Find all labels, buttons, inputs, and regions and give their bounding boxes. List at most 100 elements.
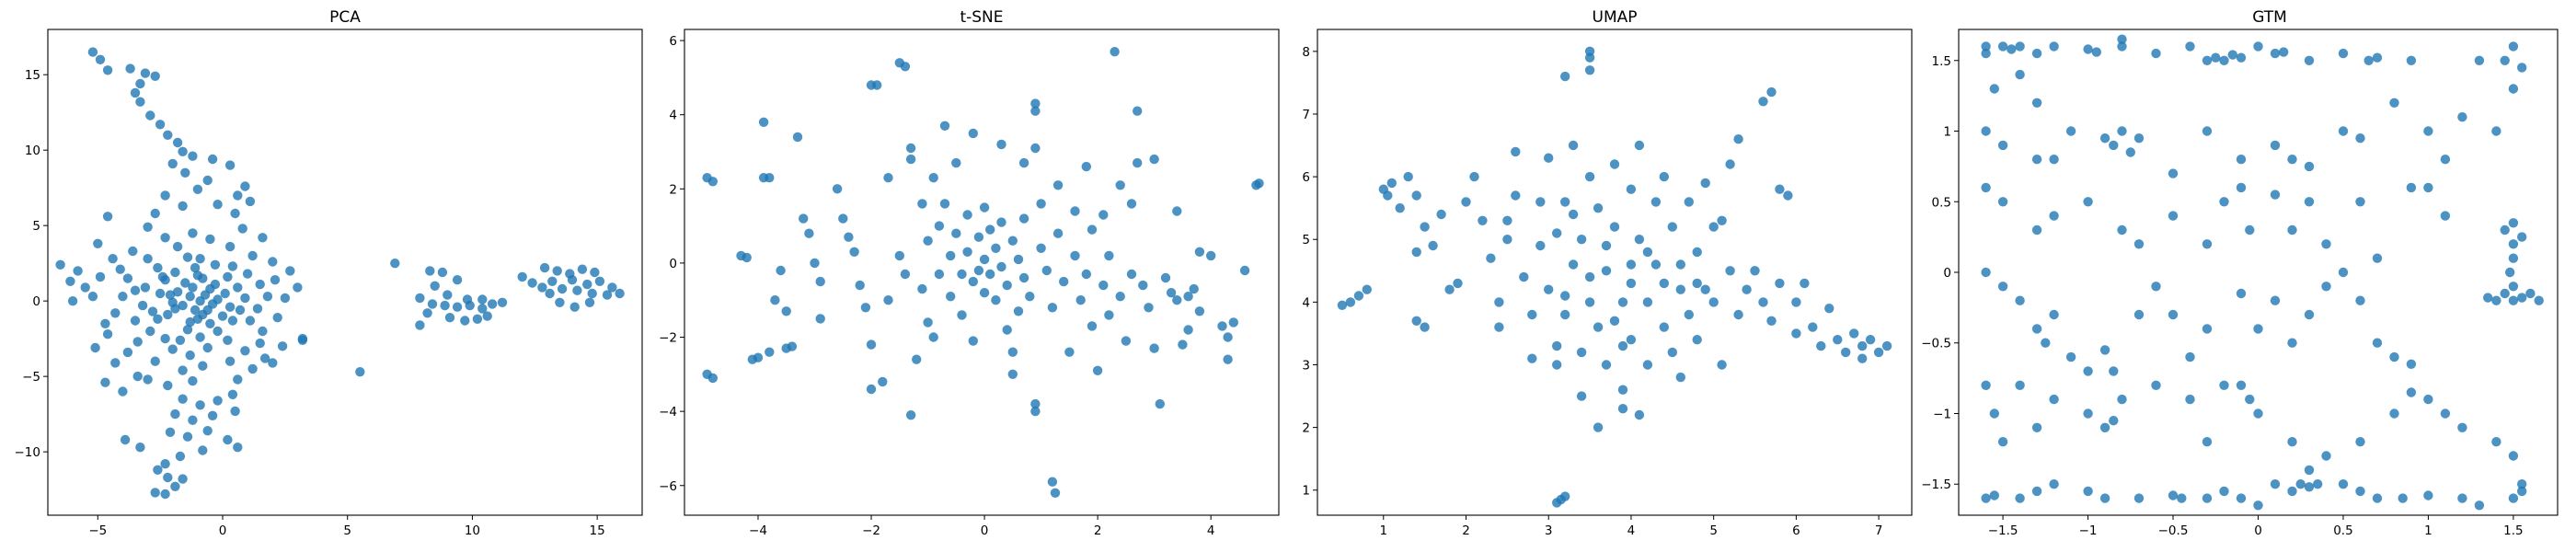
data-point: [584, 297, 595, 307]
data-point: [2304, 161, 2315, 172]
data-point: [2372, 52, 2383, 63]
data-point: [422, 308, 432, 318]
data-point: [1110, 47, 1120, 57]
data-point: [95, 271, 106, 282]
y-tick-label: −0.5: [1921, 337, 1951, 351]
data-point: [477, 294, 488, 305]
data-point: [1115, 180, 1125, 190]
data-point: [2253, 408, 2263, 419]
data-point: [770, 295, 780, 305]
data-point: [2219, 55, 2229, 65]
data-point: [1070, 206, 1080, 216]
data-point: [951, 157, 961, 168]
data-point: [452, 275, 463, 285]
y-tick-label: −1.5: [1921, 477, 1951, 492]
data-point: [165, 290, 176, 300]
data-point: [1428, 240, 1438, 251]
data-point: [259, 353, 270, 363]
data-point: [1981, 380, 1991, 390]
data-point: [487, 299, 498, 309]
data-point: [170, 267, 180, 278]
data-point: [188, 228, 198, 238]
data-point: [1007, 369, 1018, 379]
data-point: [132, 371, 143, 382]
data-point: [607, 282, 617, 293]
data-point: [2304, 55, 2315, 65]
data-point: [787, 341, 798, 351]
data-point: [2109, 140, 2119, 151]
data-point: [1178, 339, 1188, 350]
data-point: [137, 300, 148, 311]
data-point: [957, 269, 967, 280]
data-point: [968, 128, 979, 139]
data-point: [2406, 182, 2417, 193]
data-point: [555, 297, 565, 307]
data-point: [2355, 197, 2365, 207]
data-point: [1584, 65, 1595, 75]
data-point: [165, 427, 176, 437]
data-point: [153, 262, 163, 273]
data-point: [912, 354, 922, 364]
data-point: [1568, 209, 1579, 220]
data-point: [569, 302, 580, 312]
data-point: [1981, 493, 1991, 503]
data-point: [233, 282, 243, 293]
data-point: [2270, 479, 2281, 489]
data-point: [2083, 197, 2093, 207]
data-point: [517, 271, 527, 282]
data-point: [1593, 422, 1604, 432]
data-point: [979, 254, 990, 265]
x-tick-label: −5: [88, 523, 107, 538]
data-point: [1609, 222, 1620, 232]
data-point: [2007, 44, 2017, 54]
data-point: [1725, 159, 1735, 169]
data-point: [160, 333, 170, 344]
data-point: [1700, 284, 1710, 294]
data-point: [2517, 479, 2527, 489]
data-point: [2253, 324, 2263, 334]
y-tick-label: −5: [22, 370, 40, 385]
data-point: [1013, 254, 1024, 265]
data-point: [223, 434, 233, 445]
data-point: [996, 139, 1006, 150]
data-point: [210, 259, 221, 270]
data-point: [1052, 180, 1064, 190]
data-point: [1617, 385, 1628, 395]
data-point: [2245, 394, 2255, 405]
data-point: [1502, 215, 1512, 225]
data-point: [160, 233, 170, 243]
x-tick-label: −2: [862, 523, 880, 538]
data-point: [245, 316, 256, 326]
data-point: [227, 261, 238, 271]
data-point: [2508, 239, 2519, 249]
data-point: [1981, 126, 1991, 136]
data-point: [1824, 304, 1834, 314]
data-point: [233, 190, 243, 201]
data-point: [1030, 406, 1041, 417]
data-point: [878, 376, 888, 387]
data-point: [557, 283, 568, 294]
data-point: [207, 154, 218, 165]
data-point: [1617, 404, 1628, 414]
data-point: [224, 241, 236, 252]
data-point: [1160, 272, 1171, 283]
data-point: [957, 310, 967, 320]
data-point: [224, 160, 236, 170]
data-point: [2219, 486, 2229, 497]
data-point: [1052, 228, 1064, 238]
data-point: [991, 295, 1001, 305]
data-point: [1659, 278, 1670, 289]
data-point: [2015, 41, 2025, 52]
data-point: [73, 266, 83, 276]
data-point: [437, 267, 448, 278]
data-point: [2015, 295, 2025, 305]
data-point: [1857, 353, 1868, 363]
data-point: [2423, 182, 2433, 193]
data-point: [1030, 398, 1041, 409]
data-point: [1800, 278, 1810, 289]
data-point: [130, 316, 141, 326]
data-point: [2236, 52, 2247, 63]
data-point: [2517, 486, 2527, 497]
y-tick-label: −1: [1933, 407, 1951, 421]
data-point: [293, 282, 303, 293]
